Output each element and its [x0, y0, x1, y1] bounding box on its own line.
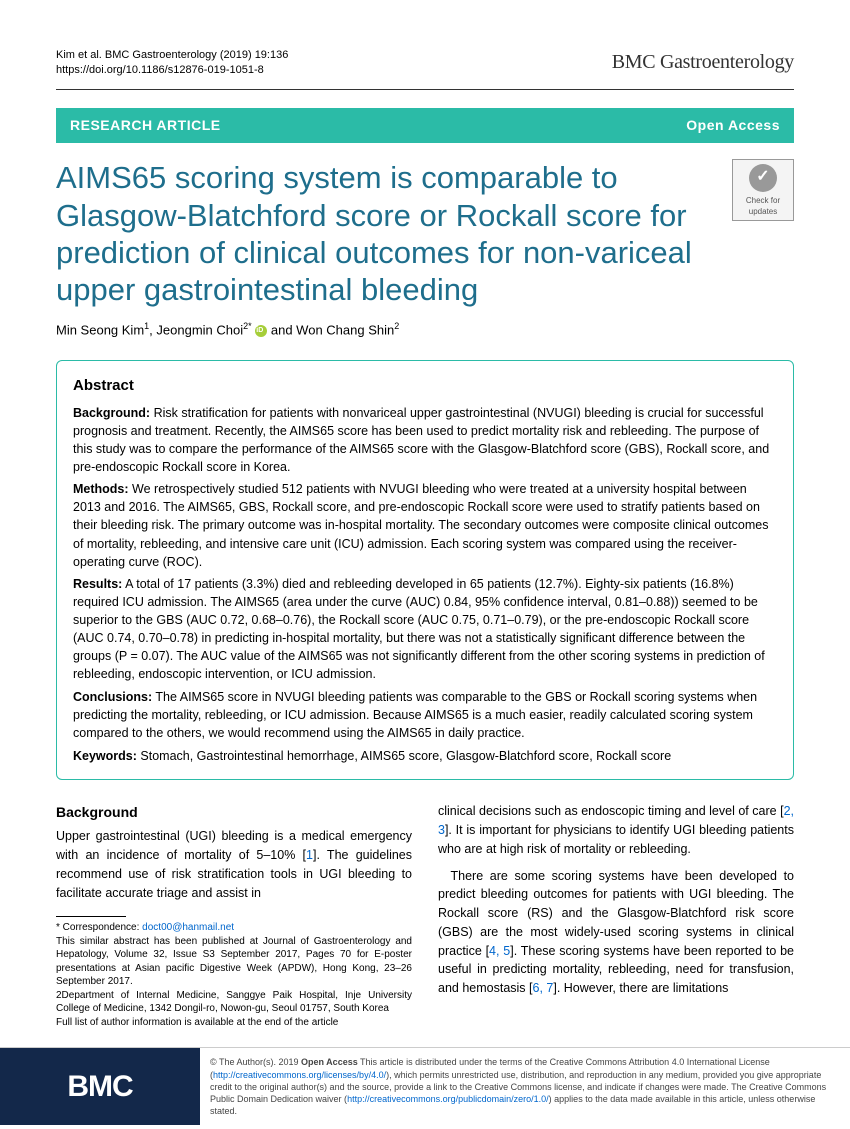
footnote-separator: [56, 916, 126, 917]
abstract-background: Background: Risk stratification for pati…: [73, 404, 777, 477]
article-type-banner: RESEARCH ARTICLE Open Access: [56, 108, 794, 144]
right-column: clinical decisions such as endoscopic ti…: [438, 802, 794, 1029]
methods-label: Methods:: [73, 482, 129, 496]
background-label: Background:: [73, 406, 150, 420]
header-rule: [56, 89, 794, 90]
license-footer: BMC © The Author(s). 2019 Open Access Th…: [0, 1047, 850, 1125]
footnote-line3: Full list of author information is avail…: [56, 1016, 412, 1030]
bmc-logo: BMC: [0, 1048, 200, 1125]
abstract-box: Abstract Background: Risk stratification…: [56, 360, 794, 781]
license-text: © The Author(s). 2019 Open Access This a…: [200, 1048, 850, 1125]
footnote-line2: 2Department of Internal Medicine, Sanggy…: [56, 989, 412, 1016]
abstract-methods: Methods: We retrospectively studied 512 …: [73, 480, 777, 571]
citation-block: Kim et al. BMC Gastroenterology (2019) 1…: [56, 48, 288, 79]
license-link[interactable]: http://creativecommons.org/licenses/by/4…: [213, 1070, 386, 1080]
results-label: Results:: [73, 577, 122, 591]
license-link[interactable]: http://creativecommons.org/publicdomain/…: [347, 1094, 549, 1104]
ref-link[interactable]: 1: [306, 848, 313, 862]
background-text: Risk stratification for patients with no…: [73, 406, 769, 474]
crossmark-label: Check for updates: [733, 195, 793, 217]
abstract-heading: Abstract: [73, 375, 777, 396]
orcid-icon: [255, 325, 267, 337]
right-paragraph-2: There are some scoring systems have been…: [438, 867, 794, 998]
checkmark-icon: [749, 164, 777, 192]
author-list: Min Seong Kim1, Jeongmin Choi2* and Won …: [56, 320, 794, 340]
keywords-label: Keywords:: [73, 749, 137, 763]
correspondence-label: * Correspondence:: [56, 922, 139, 933]
ref-link[interactable]: 4, 5: [489, 944, 510, 958]
abstract-conclusions: Conclusions: The AIMS65 score in NVUGI b…: [73, 688, 777, 742]
left-column: Background Upper gastrointestinal (UGI) …: [56, 802, 412, 1029]
keywords-line: Keywords: Stomach, Gastrointestinal hemo…: [73, 748, 777, 766]
abstract-results: Results: A total of 17 patients (3.3%) d…: [73, 575, 777, 684]
footnote-line1: This similar abstract has been published…: [56, 935, 412, 989]
body-columns: Background Upper gastrointestinal (UGI) …: [56, 802, 794, 1029]
footnote-block: * Correspondence: doct00@hanmail.net Thi…: [56, 921, 412, 1029]
correspondence-email[interactable]: doct00@hanmail.net: [142, 922, 234, 933]
keywords-text: Stomach, Gastrointestinal hemorrhage, AI…: [140, 749, 671, 763]
right-paragraph-1: clinical decisions such as endoscopic ti…: [438, 802, 794, 858]
conclusions-label: Conclusions:: [73, 690, 152, 704]
page-header: Kim et al. BMC Gastroenterology (2019) 1…: [56, 48, 794, 79]
banner-left: RESEARCH ARTICLE: [70, 116, 221, 136]
article-title: AIMS65 scoring system is comparable to G…: [56, 159, 716, 308]
background-section-heading: Background: [56, 802, 412, 823]
methods-text: We retrospectively studied 512 patients …: [73, 482, 768, 569]
citation-line: Kim et al. BMC Gastroenterology (2019) 1…: [56, 48, 288, 63]
left-paragraph-1: Upper gastrointestinal (UGI) bleeding is…: [56, 827, 412, 902]
ref-link[interactable]: 6, 7: [533, 981, 554, 995]
journal-title: BMC Gastroenterology: [612, 48, 794, 76]
results-text: A total of 17 patients (3.3%) died and r…: [73, 577, 765, 682]
ref-link[interactable]: 2, 3: [438, 804, 794, 837]
doi-link[interactable]: https://doi.org/10.1186/s12876-019-1051-…: [56, 63, 288, 78]
crossmark-badge[interactable]: Check for updates: [732, 159, 794, 221]
banner-right: Open Access: [686, 116, 780, 136]
conclusions-text: The AIMS65 score in NVUGI bleeding patie…: [73, 690, 757, 740]
